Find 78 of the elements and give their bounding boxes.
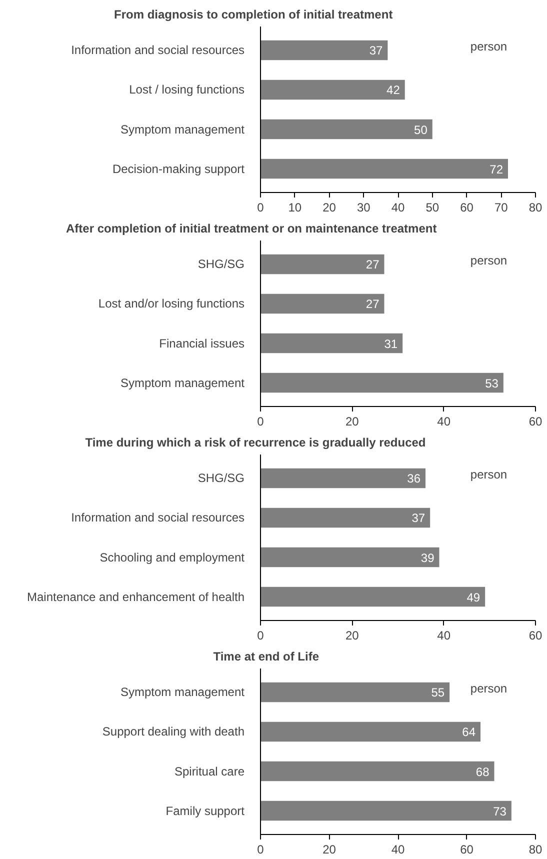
- x-tick-label: 50: [426, 200, 440, 214]
- x-tick-label: 10: [288, 200, 302, 214]
- x-tick-label: 0: [257, 200, 264, 214]
- data-label: 27: [366, 258, 380, 272]
- y-tick-label: Spiritual care: [174, 764, 245, 778]
- x-tick-label: 60: [528, 628, 542, 642]
- bar: [260, 761, 494, 782]
- x-tick-label: 40: [437, 414, 451, 428]
- chart-title: Time at end of Life: [213, 650, 320, 664]
- bar: [260, 722, 480, 742]
- annotation: person: [470, 39, 508, 54]
- bar: [260, 333, 403, 354]
- chart-title: From diagnosis to completion of initial treatment: [114, 8, 393, 22]
- data-label: 53: [485, 376, 499, 390]
- bar: [260, 254, 384, 274]
- bar: [260, 508, 430, 528]
- data-label: 42: [386, 83, 400, 98]
- bar: [260, 80, 405, 100]
- x-tick-label: 70: [494, 200, 508, 214]
- x-tick-label: 40: [391, 200, 405, 214]
- x-tick-label: 20: [345, 414, 360, 428]
- data-label: 55: [431, 686, 445, 700]
- data-label: 37: [412, 511, 426, 526]
- y-tick-label: Decision-making support: [112, 162, 246, 176]
- x-tick-label: 40: [437, 628, 451, 642]
- y-tick-label: Symptom management: [120, 376, 246, 390]
- y-tick-label: Information and social resources: [71, 43, 244, 58]
- bar: [260, 586, 486, 607]
- x-tick-label: 20: [345, 628, 360, 642]
- x-tick-label: 20: [322, 200, 336, 214]
- annotation: person: [470, 467, 508, 482]
- data-label: 49: [466, 590, 480, 604]
- bar: [260, 547, 440, 568]
- bar: [260, 158, 508, 179]
- x-tick-label: 80: [528, 842, 542, 856]
- y-tick-label: Information and social resources: [71, 510, 244, 525]
- x-tick-label: 60: [460, 842, 474, 856]
- data-label: 68: [476, 764, 490, 779]
- y-tick-label: Lost / losing functions: [129, 82, 245, 97]
- y-tick-label: SHG/SG: [198, 257, 245, 272]
- y-tick-label: Financial issues: [159, 336, 245, 350]
- y-tick-label: Support dealing with death: [102, 724, 245, 739]
- data-label: 27: [366, 297, 380, 312]
- data-label: 36: [407, 472, 421, 486]
- bar: [260, 294, 384, 314]
- annotation: person: [470, 253, 508, 268]
- chart-title: After completion of initial treatment or on maintenance treatment: [66, 222, 437, 236]
- data-label: 31: [384, 336, 398, 351]
- data-label: 64: [462, 725, 476, 740]
- x-tick-label: 30: [356, 200, 371, 214]
- y-tick-label: Symptom management: [120, 685, 246, 700]
- data-label: 73: [493, 804, 507, 818]
- bar: [260, 119, 432, 140]
- bar: [260, 40, 388, 60]
- x-tick-label: 60: [528, 414, 542, 428]
- x-tick-label: 40: [391, 842, 405, 856]
- y-tick-label: SHG/SG: [198, 471, 245, 486]
- y-tick-label: Maintenance and enhancement of health: [27, 590, 245, 604]
- x-tick-label: 80: [528, 200, 542, 214]
- x-tick-label: 0: [257, 628, 264, 642]
- x-tick-label: 60: [460, 200, 474, 214]
- x-tick-label: 0: [257, 414, 264, 428]
- x-tick-label: 0: [257, 842, 264, 856]
- y-tick-label: Lost and/or losing functions: [98, 296, 244, 311]
- data-label: 37: [369, 44, 384, 58]
- data-label: 72: [490, 162, 504, 176]
- x-tick-label: 20: [322, 842, 336, 856]
- y-tick-label: Family support: [166, 804, 246, 818]
- bar: [260, 468, 426, 488]
- y-tick-label: Schooling and employment: [100, 550, 246, 564]
- data-label: 39: [420, 550, 435, 565]
- chart-title: Time during which a risk of recurrence is gradually reduced: [85, 436, 426, 450]
- bar: [260, 372, 504, 393]
- bar: [260, 800, 512, 821]
- data-label: 50: [414, 122, 428, 137]
- annotation: person: [470, 681, 508, 696]
- bar: [260, 682, 450, 702]
- y-tick-label: Symptom management: [120, 122, 246, 136]
